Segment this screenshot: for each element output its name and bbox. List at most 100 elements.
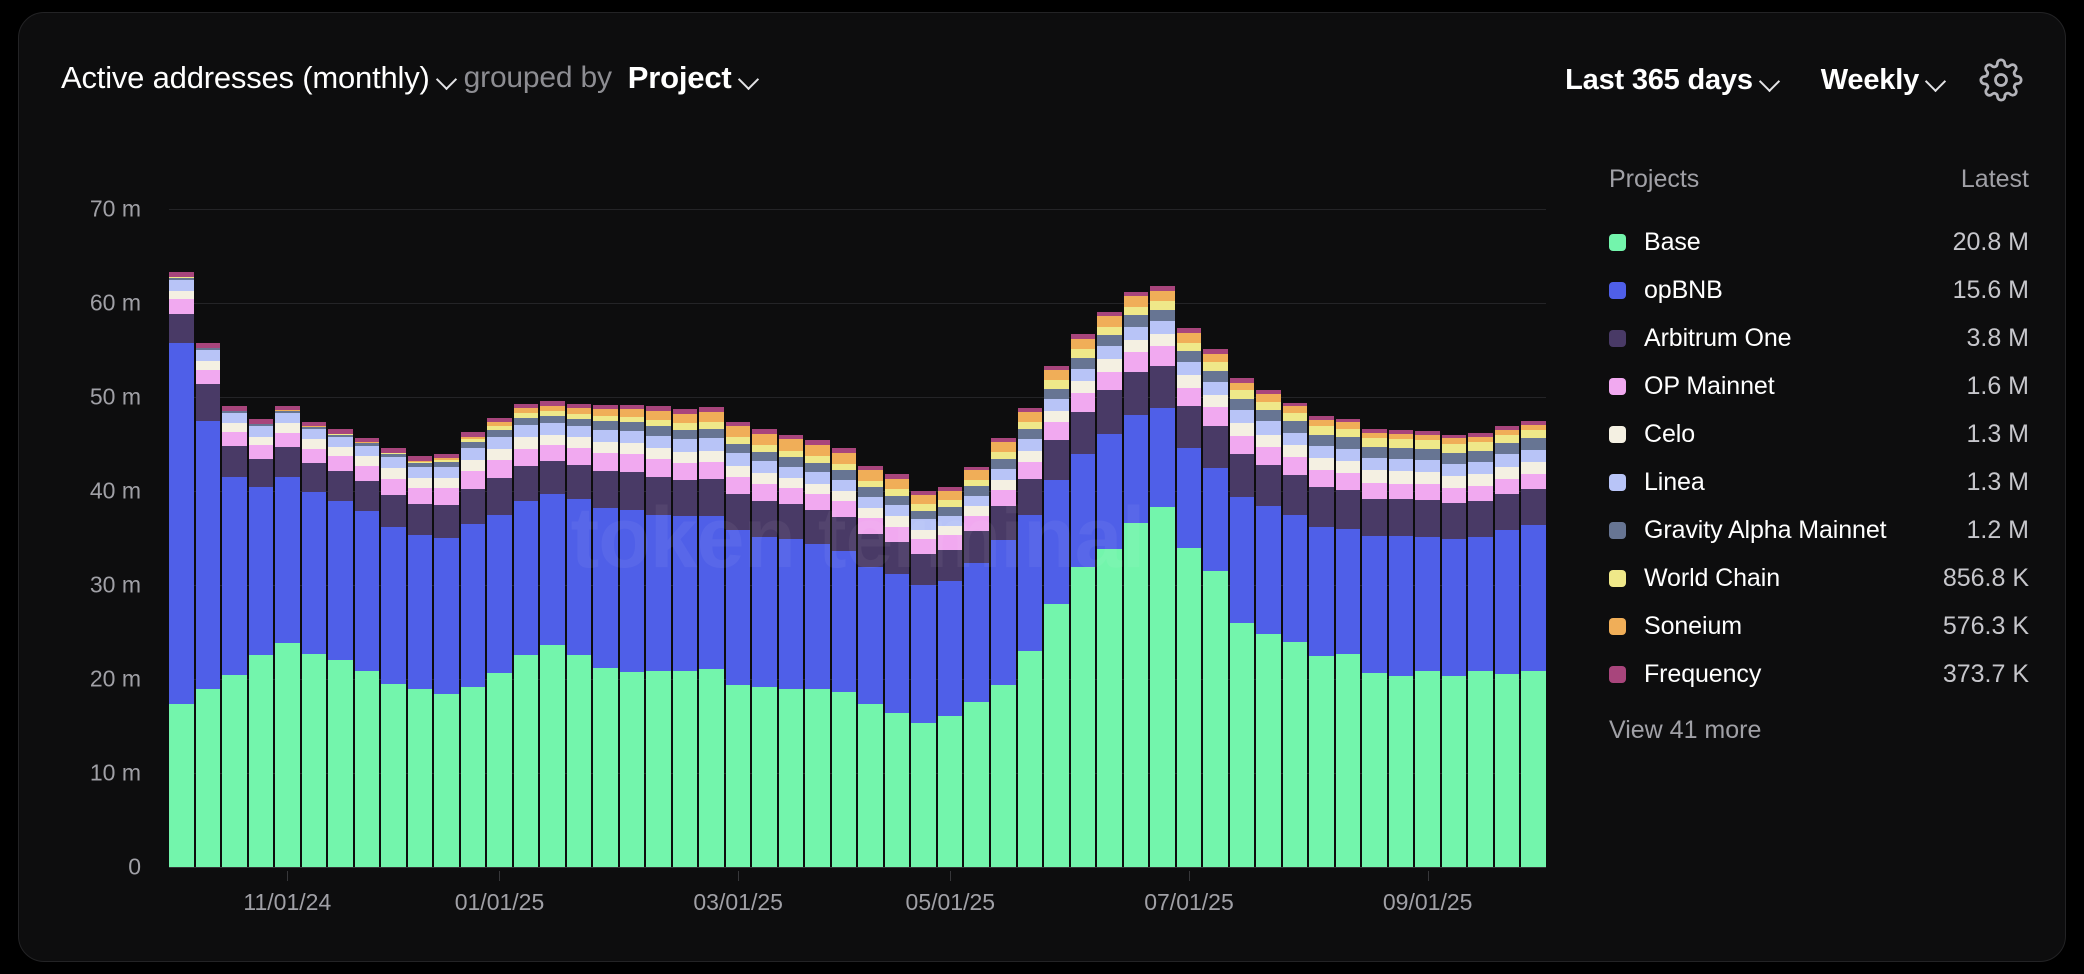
bar-column[interactable] bbox=[566, 209, 592, 867]
bar-segment bbox=[1309, 415, 1334, 420]
bar-column[interactable] bbox=[672, 209, 698, 867]
bar-column[interactable] bbox=[1494, 209, 1520, 867]
legend-item[interactable]: opBNB 15.6 M bbox=[1609, 266, 2029, 314]
bar-segment bbox=[1282, 406, 1308, 414]
bar-column[interactable] bbox=[195, 209, 221, 867]
bar-column[interactable] bbox=[1415, 209, 1440, 867]
bar-segment bbox=[513, 654, 539, 867]
bar-column[interactable] bbox=[1468, 209, 1493, 867]
bar-segment bbox=[460, 489, 486, 524]
bar-segment bbox=[1309, 656, 1334, 867]
bar-segment bbox=[1070, 412, 1096, 455]
legend-item-label: Celo bbox=[1644, 419, 1696, 448]
bar-column[interactable] bbox=[1335, 209, 1361, 867]
bar-column[interactable] bbox=[1097, 209, 1122, 867]
bar-column[interactable] bbox=[752, 209, 777, 867]
chevron-down-icon[interactable] bbox=[1919, 63, 1953, 97]
chevron-down-icon[interactable] bbox=[1753, 63, 1787, 97]
bar-column[interactable] bbox=[858, 209, 883, 867]
bar-column[interactable] bbox=[1388, 209, 1414, 867]
bar-column[interactable] bbox=[1203, 209, 1228, 867]
legend-item[interactable]: Base 20.8 M bbox=[1609, 218, 2029, 266]
bar-segment bbox=[1521, 489, 1546, 525]
bar-segment bbox=[487, 417, 512, 423]
bar-segment bbox=[1256, 389, 1281, 395]
bar-segment bbox=[407, 460, 433, 462]
bar-segment bbox=[964, 495, 989, 507]
bar-column[interactable] bbox=[434, 209, 459, 867]
date-range-label[interactable]: Last 365 days bbox=[1565, 63, 1753, 96]
bar-column[interactable] bbox=[937, 209, 963, 867]
legend-item[interactable]: World Chain 856.8 K bbox=[1609, 554, 2029, 602]
legend-item[interactable]: OP Mainnet 1.6 M bbox=[1609, 362, 2029, 410]
legend-item[interactable]: Gravity Alpha Mainnet 1.2 M bbox=[1609, 506, 2029, 554]
bar-column[interactable] bbox=[407, 209, 433, 867]
bar-column[interactable] bbox=[248, 209, 274, 867]
x-axis-tick-label: 07/01/25 bbox=[1144, 889, 1234, 915]
bar-column[interactable] bbox=[1521, 209, 1546, 867]
chevron-down-icon[interactable] bbox=[430, 61, 464, 95]
bar-column[interactable] bbox=[222, 209, 247, 867]
bar-column[interactable] bbox=[1070, 209, 1096, 867]
legend-item[interactable]: Frequency 373.7 K bbox=[1609, 650, 2029, 698]
bar-column[interactable] bbox=[990, 209, 1016, 867]
bar-column[interactable] bbox=[1044, 209, 1069, 867]
bar-column[interactable] bbox=[275, 209, 300, 867]
bar-segment bbox=[1097, 549, 1122, 867]
bar-segment bbox=[169, 314, 194, 344]
bar-column[interactable] bbox=[1229, 209, 1255, 867]
bar-column[interactable] bbox=[593, 209, 618, 867]
bar-segment bbox=[858, 480, 883, 488]
legend-item[interactable]: Arbitrum One 3.8 M bbox=[1609, 314, 2029, 362]
bar-column[interactable] bbox=[1309, 209, 1334, 867]
bar-column[interactable] bbox=[1176, 209, 1202, 867]
bar-column[interactable] bbox=[328, 209, 353, 867]
interval-label[interactable]: Weekly bbox=[1820, 63, 1919, 96]
bar-column[interactable] bbox=[460, 209, 486, 867]
bar-column[interactable] bbox=[911, 209, 936, 867]
bar-column[interactable] bbox=[301, 209, 327, 867]
group-dimension-label[interactable]: Project bbox=[627, 60, 732, 95]
bar-segment bbox=[1388, 536, 1414, 677]
bar-column[interactable] bbox=[540, 209, 565, 867]
bar-segment bbox=[672, 670, 698, 867]
bar-column[interactable] bbox=[1256, 209, 1281, 867]
bar-segment bbox=[1150, 408, 1175, 507]
bar-column[interactable] bbox=[964, 209, 989, 867]
bar-segment bbox=[301, 491, 327, 654]
bar-column[interactable] bbox=[884, 209, 910, 867]
bar-column[interactable] bbox=[1441, 209, 1467, 867]
bar-segment bbox=[593, 415, 618, 422]
bar-column[interactable] bbox=[354, 209, 380, 867]
bar-column[interactable] bbox=[1150, 209, 1175, 867]
bar-column[interactable] bbox=[1362, 209, 1387, 867]
bar-column[interactable] bbox=[169, 209, 194, 867]
bar-segment bbox=[990, 539, 1016, 685]
bar-column[interactable] bbox=[513, 209, 539, 867]
bar-column[interactable] bbox=[831, 209, 857, 867]
bar-segment bbox=[1468, 432, 1493, 437]
bar-column[interactable] bbox=[805, 209, 830, 867]
bar-segment bbox=[328, 456, 353, 472]
bar-column[interactable] bbox=[619, 209, 645, 867]
bar-segment bbox=[858, 704, 883, 867]
bar-column[interactable] bbox=[1282, 209, 1308, 867]
view-more-link[interactable]: View 41 more bbox=[1609, 716, 1762, 744]
bar-column[interactable] bbox=[381, 209, 406, 867]
bar-column[interactable] bbox=[725, 209, 751, 867]
chevron-down-icon[interactable] bbox=[732, 61, 766, 95]
legend-item[interactable]: Celo 1.3 M bbox=[1609, 410, 2029, 458]
bar-segment bbox=[1388, 676, 1414, 867]
bar-column[interactable] bbox=[487, 209, 512, 867]
legend-item[interactable]: Soneium 576.3 K bbox=[1609, 602, 2029, 650]
legend-item-label: OP Mainnet bbox=[1644, 371, 1775, 400]
gear-icon[interactable] bbox=[1979, 58, 2023, 102]
bar-column[interactable] bbox=[778, 209, 804, 867]
bar-column[interactable] bbox=[699, 209, 724, 867]
legend-item[interactable]: Linea 1.3 M bbox=[1609, 458, 2029, 506]
metric-selector-label[interactable]: Active addresses (monthly) bbox=[61, 60, 430, 95]
bar-column[interactable] bbox=[1017, 209, 1043, 867]
bar-column[interactable] bbox=[1123, 209, 1149, 867]
bar-segment bbox=[911, 510, 936, 520]
bar-column[interactable] bbox=[646, 209, 671, 867]
